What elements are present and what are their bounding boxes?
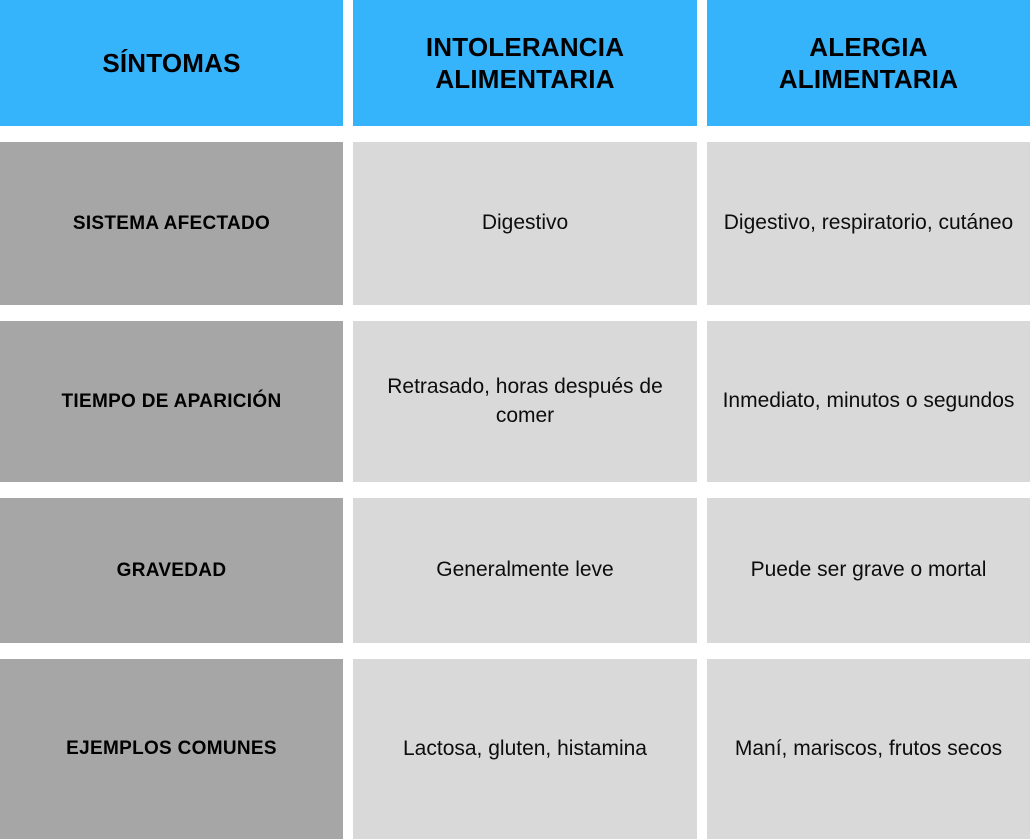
column-gutter-1	[343, 659, 353, 839]
cell-intolerancia-tiempo-de-aparicion: Retrasado, horas después de comer	[353, 321, 697, 482]
column-gutter-2	[697, 142, 707, 305]
column-gutter-1	[343, 142, 353, 305]
cell-value-text: Retrasado, horas después de comer	[387, 375, 663, 427]
table-row: GRAVEDAD Generalmente leve Puede ser gra…	[0, 498, 1030, 643]
table-header-row: SÍNTOMAS INTOLERANCIA ALIMENTARIA ALERGI…	[0, 0, 1030, 126]
row-label-tiempo-de-aparicion: TIEMPO DE APARICIÓN	[0, 321, 343, 482]
header-label-alergia-alimentaria: ALERGIA ALIMENTARIA	[778, 31, 959, 95]
cell-alergia-ejemplos-comunes: Maní, mariscos, frutos secos	[707, 659, 1030, 839]
row-label-text: GRAVEDAD	[116, 559, 227, 581]
cell-alergia-gravedad: Puede ser grave o mortal	[707, 498, 1030, 643]
cell-intolerancia-sistema-afectado: Digestivo	[353, 142, 697, 305]
row-label-text: EJEMPLOS COMUNES	[66, 738, 277, 759]
header-label-intolerancia-alimentaria: INTOLERANCIA ALIMENTARIA	[425, 31, 625, 95]
table-row: TIEMPO DE APARICIÓN Retrasado, horas des…	[0, 321, 1030, 482]
cell-intolerancia-ejemplos-comunes: Lactosa, gluten, histamina	[353, 659, 697, 839]
header-cell-intolerancia-alimentaria: INTOLERANCIA ALIMENTARIA	[353, 0, 697, 126]
column-gutter-1	[343, 0, 353, 126]
table-row: EJEMPLOS COMUNES Lactosa, gluten, histam…	[0, 659, 1030, 839]
header-cell-alergia-alimentaria: ALERGIA ALIMENTARIA	[707, 0, 1030, 126]
column-gutter-2	[697, 0, 707, 126]
cell-value-text: Lactosa, gluten, histamina	[403, 736, 647, 760]
cell-value-text: Inmediato, minutos o segundos	[722, 389, 1015, 413]
row-label-text: TIEMPO DE APARICIÓN	[61, 390, 282, 412]
column-gutter-2	[697, 498, 707, 643]
column-gutter-2	[697, 321, 707, 482]
cell-value-text: Generalmente leve	[436, 558, 614, 582]
column-gutter-1	[343, 498, 353, 643]
cell-alergia-tiempo-de-aparicion: Inmediato, minutos o segundos	[707, 321, 1030, 482]
table-row: SISTEMA AFECTADO Digestivo Digestivo, re…	[0, 142, 1030, 305]
header-cell-sintomas: SÍNTOMAS	[0, 0, 343, 126]
header-label-sintomas: SÍNTOMAS	[102, 47, 241, 78]
row-label-gravedad: GRAVEDAD	[0, 498, 343, 643]
column-gutter-2	[697, 659, 707, 839]
cell-value-text: Puede ser grave o mortal	[750, 558, 987, 582]
row-label-ejemplos-comunes: EJEMPLOS COMUNES	[0, 659, 343, 839]
row-label-sistema-afectado: SISTEMA AFECTADO	[0, 142, 343, 305]
cell-value-text: Digestivo, respiratorio, cutáneo	[723, 211, 1014, 235]
cell-value-text: Maní, mariscos, frutos secos	[734, 736, 1003, 760]
column-gutter-1	[343, 321, 353, 482]
cell-alergia-sistema-afectado: Digestivo, respiratorio, cutáneo	[707, 142, 1030, 305]
row-label-text: SISTEMA AFECTADO	[72, 212, 271, 234]
cell-value-text: Digestivo	[481, 211, 569, 235]
cell-intolerancia-gravedad: Generalmente leve	[353, 498, 697, 643]
